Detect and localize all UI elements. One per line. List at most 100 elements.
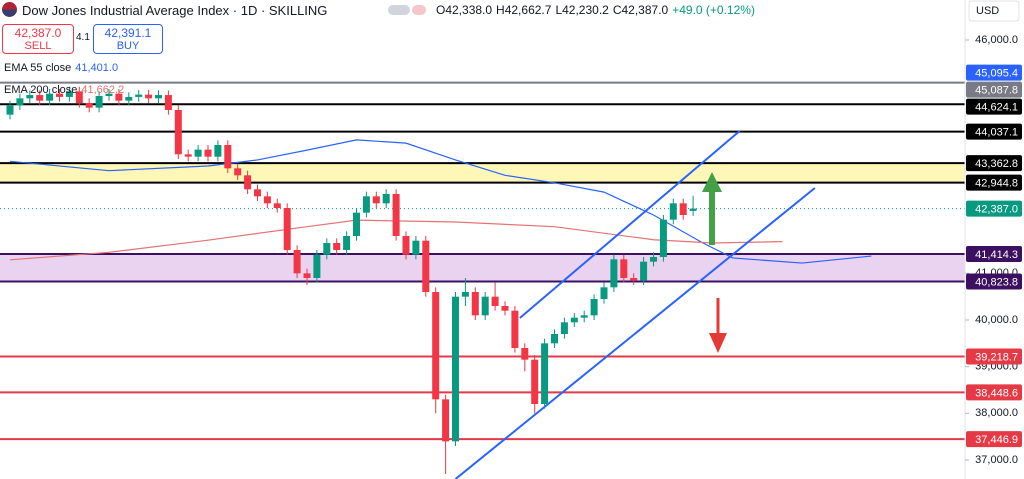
price-tag [966,431,1022,448]
candle-body [471,292,479,316]
buy-price: 42,391.1 [104,26,152,40]
y-tick-label: 40,000.0 [975,314,1018,326]
trendline [454,187,816,479]
indicator-legend: EMA 200 close 41,662.2 [4,84,124,96]
candle-body [452,296,459,442]
candle-body [650,257,657,262]
candle-body [16,98,24,106]
sell-label: SELL [24,40,52,52]
lines [0,81,965,441]
price-tag-label: 44,624.1 [975,102,1018,114]
price-tags: 45,095.4 45,087.8 44,624.1 44,037.1 43,362.8… [966,64,1022,448]
candle-body [551,334,558,344]
header-bar [0,0,960,20]
candle-body [491,296,499,307]
candles [6,86,697,475]
candle-body [224,144,232,169]
candle-body [254,189,261,197]
candle-body [303,273,311,279]
candle-body [174,109,182,155]
trendline [519,130,741,319]
buy-button[interactable]: 42,391.1 BUY [93,24,163,54]
candle-body [56,93,63,97]
candle-body [194,149,202,157]
candle-body [36,95,44,101]
candle-body [679,203,687,215]
price-tag [966,348,1022,365]
candle-body [283,207,291,251]
indicator-value: 41,401.0 [75,62,119,74]
candle-body [115,93,123,101]
candle-body [689,208,697,211]
price-tag [966,384,1022,401]
price-tag-label: 44,037.1 [975,127,1018,139]
candle-body [521,348,529,360]
pill-icon[interactable] [388,5,410,15]
ohlc-value: H42,662.7 [496,3,552,17]
y-tick-label: 46,000.0 [975,34,1018,46]
sell-price: 42,387.0 [14,26,62,40]
currency[interactable]: USD [976,5,999,17]
candle-body [481,296,489,316]
candle-body [640,261,648,281]
candle-body [6,105,14,115]
ema-line [9,139,872,264]
indicator-value: 41,662.2 [81,84,125,96]
candle-body [590,299,598,316]
candle-body [600,287,608,300]
candle-body [620,259,628,279]
down-arrow-head [709,333,727,353]
candle-body [372,196,380,204]
title: Dow Jones Industrial Average Index · 1D … [22,3,328,18]
candle-body [333,243,341,251]
candle-body [630,278,638,281]
up-arrow-head [702,172,722,192]
y-tick-label: 37,000.0 [975,454,1018,466]
price-tag [966,200,1022,217]
currency-box[interactable] [968,0,1020,22]
price-tag [966,155,1022,172]
price-tag-label: 40,823.8 [975,276,1018,288]
candle-body [293,250,301,274]
pill-icon[interactable] [412,5,426,15]
buy-label: BUY [116,40,140,52]
flag-icon [2,2,17,17]
candle-body [234,168,242,176]
zone [0,253,965,282]
candle-body [422,240,430,293]
candle-body [580,315,588,318]
candle-body [412,240,420,255]
candle-body [273,203,281,208]
price-tag-label: 37,446.9 [975,434,1018,446]
candle-body [392,193,400,236]
zone [0,163,965,183]
candle-body [432,292,440,400]
price-tag-label: 43,362.8 [975,158,1018,170]
y-tick-label: 38,000.0 [975,407,1018,419]
candle-body [65,91,73,97]
candle-body [323,243,331,255]
indicator-name: EMA 55 close [4,62,72,74]
ohlc: O42,338.0 H42,662.7 L42,230.2 C42,387.0 +49.… [436,3,759,17]
candle-body [125,96,133,101]
price-tag-label: 45,087.8 [975,85,1018,97]
price-tag [966,98,1022,115]
candle-body [362,196,370,213]
zones [0,163,965,282]
candle-body [541,343,549,405]
indicator-name: EMA 200 close [4,84,78,96]
candle-body [135,94,143,97]
price-tag-label: 42,944.8 [975,177,1018,189]
spread: 4.1 [76,32,90,43]
price-tag-label: 45,095.4 [975,68,1018,80]
candle-body [501,306,509,311]
arrows [702,172,727,353]
price-tag-label: 38,448.6 [975,387,1018,399]
candle-body [145,94,153,99]
sell-button[interactable]: 42,387.0 SELL [2,24,74,54]
candle-body [402,235,410,255]
price-tag [966,64,1022,81]
indicators [9,130,872,479]
